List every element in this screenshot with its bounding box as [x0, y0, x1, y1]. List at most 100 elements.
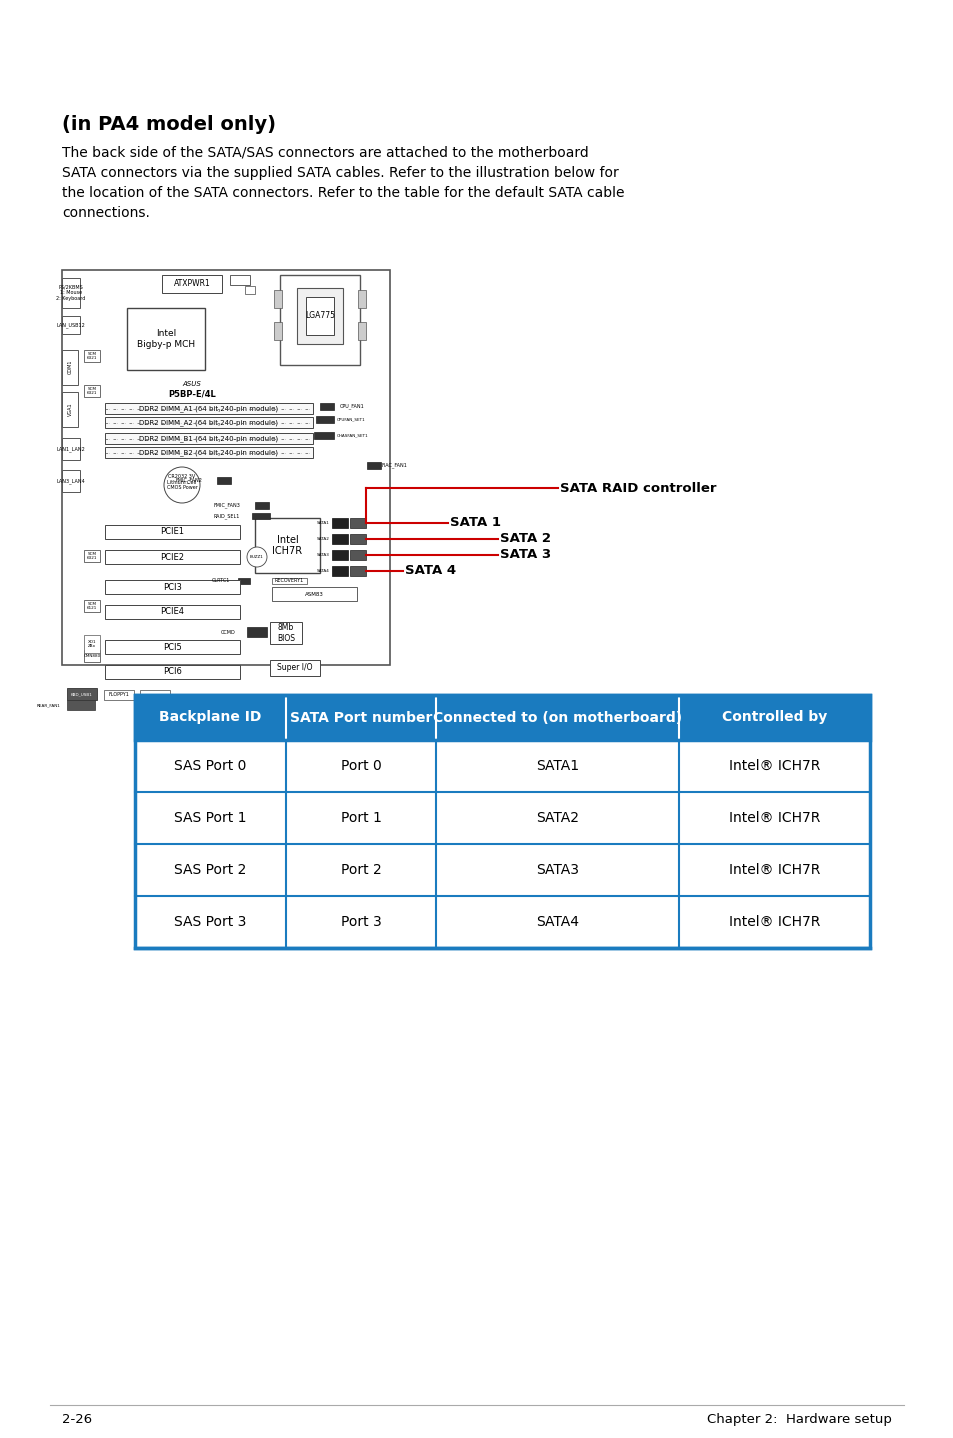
- Text: XD1
ZBx: XD1 ZBx: [88, 640, 96, 649]
- Text: SCM
6121: SCM 6121: [87, 601, 97, 610]
- Bar: [254, 502, 269, 509]
- Text: SATA 1: SATA 1: [450, 516, 500, 529]
- Text: PCI5: PCI5: [163, 643, 182, 651]
- Bar: [314, 431, 334, 439]
- Text: LGA775: LGA775: [305, 312, 335, 321]
- Bar: [306, 298, 334, 335]
- Bar: [135, 844, 869, 896]
- Text: SATA 2: SATA 2: [499, 532, 551, 545]
- Text: SAS Port 1: SAS Port 1: [173, 811, 246, 825]
- Bar: [162, 275, 222, 293]
- Text: SATA4: SATA4: [317, 569, 330, 572]
- Text: KBD_USB1: KBD_USB1: [71, 692, 92, 696]
- Bar: [252, 513, 270, 519]
- Text: FrontIO: FrontIO: [372, 700, 387, 705]
- Text: PCI3: PCI3: [163, 582, 182, 591]
- Text: SAS Port 3: SAS Port 3: [174, 915, 246, 929]
- Text: Port 2: Port 2: [340, 863, 381, 877]
- Bar: [67, 700, 95, 710]
- Text: CCMD: CCMD: [221, 630, 235, 634]
- Text: SATA2: SATA2: [316, 536, 330, 541]
- Bar: [332, 518, 348, 528]
- Text: ASUS: ASUS: [182, 381, 201, 387]
- Text: SATA2: SATA2: [536, 811, 578, 825]
- Text: SCM
6321: SCM 6321: [87, 352, 97, 361]
- Bar: [105, 640, 240, 654]
- Text: CPUFAN_SET1: CPUFAN_SET1: [336, 417, 365, 421]
- Text: CR2032 3V
Lithium Cell
CMOS Power: CR2032 3V Lithium Cell CMOS Power: [167, 473, 197, 490]
- Bar: [280, 275, 359, 365]
- Bar: [679, 695, 869, 741]
- Text: SATA Port number: SATA Port number: [290, 710, 432, 725]
- Text: Intel® ICH7R: Intel® ICH7R: [728, 863, 820, 877]
- Bar: [350, 533, 366, 544]
- Text: 3V_POWER: 3V_POWER: [143, 693, 167, 697]
- Bar: [84, 349, 100, 362]
- Bar: [105, 433, 313, 444]
- Text: SATA3: SATA3: [316, 554, 330, 557]
- Bar: [315, 416, 334, 423]
- Text: PCIE4: PCIE4: [160, 607, 184, 617]
- Bar: [105, 525, 240, 539]
- Text: LAN_USB12: LAN_USB12: [56, 322, 85, 328]
- Bar: [332, 567, 348, 577]
- Text: SCM
6321: SCM 6321: [87, 552, 97, 561]
- Text: FIAC_FAN1: FIAC_FAN1: [381, 462, 408, 467]
- Text: CLRTC1: CLRTC1: [212, 578, 230, 584]
- Text: Super I/O: Super I/O: [277, 663, 313, 673]
- Text: Port 0: Port 0: [340, 759, 381, 774]
- Text: REAR_FAN1: REAR_FAN1: [36, 703, 60, 707]
- Bar: [62, 270, 390, 664]
- Text: SCM
6321: SCM 6321: [87, 387, 97, 395]
- Bar: [104, 690, 133, 700]
- Bar: [319, 403, 334, 410]
- Text: SAS Port 2: SAS Port 2: [174, 863, 246, 877]
- Text: RAID_SEL1: RAID_SEL1: [213, 513, 240, 519]
- Bar: [230, 275, 250, 285]
- Bar: [135, 741, 869, 792]
- Text: 2-26: 2-26: [62, 1414, 92, 1426]
- Text: PCIE1: PCIE1: [160, 528, 184, 536]
- Text: Intel® ICH7R: Intel® ICH7R: [728, 915, 820, 929]
- Bar: [247, 627, 267, 637]
- Bar: [84, 650, 100, 661]
- Bar: [254, 518, 319, 572]
- Bar: [357, 290, 366, 308]
- Text: RECOVERY1: RECOVERY1: [274, 578, 303, 584]
- Bar: [216, 477, 231, 485]
- Text: SATA3: SATA3: [536, 863, 578, 877]
- Bar: [272, 578, 307, 584]
- Bar: [84, 636, 100, 653]
- Text: BUZZ1: BUZZ1: [250, 555, 264, 559]
- Text: Chapter 2:  Hardware setup: Chapter 2: Hardware setup: [706, 1414, 891, 1426]
- Text: DDR2 DIMM_B2 (64 bit,240-pin module): DDR2 DIMM_B2 (64 bit,240-pin module): [139, 449, 278, 456]
- Bar: [274, 322, 282, 339]
- Text: SATA 3: SATA 3: [499, 548, 551, 561]
- Text: Intel® ICH7R: Intel® ICH7R: [728, 811, 820, 825]
- Bar: [67, 687, 97, 700]
- Bar: [205, 700, 214, 710]
- Text: CPU_FAN1: CPU_FAN1: [339, 403, 364, 408]
- Bar: [135, 695, 285, 741]
- Bar: [350, 549, 366, 559]
- Text: SATA1: SATA1: [317, 521, 330, 525]
- Text: CMN880: CMN880: [83, 654, 100, 659]
- Bar: [105, 664, 240, 679]
- Text: Backplane ID: Backplane ID: [159, 710, 261, 725]
- Text: SATA1: SATA1: [536, 759, 578, 774]
- Bar: [84, 600, 100, 613]
- Text: LAN1_LAN2: LAN1_LAN2: [56, 446, 85, 452]
- Bar: [105, 417, 313, 429]
- Text: DDR2 DIMM_B1 (64 bit,240-pin module): DDR2 DIMM_B1 (64 bit,240-pin module): [139, 436, 278, 441]
- Bar: [84, 385, 100, 397]
- Text: FMIC_FAN3: FMIC_FAN3: [213, 502, 240, 508]
- Bar: [270, 623, 302, 644]
- Bar: [274, 290, 282, 308]
- Text: VGA1: VGA1: [68, 403, 72, 416]
- Text: ASM83: ASM83: [304, 591, 323, 597]
- Text: SATA4: SATA4: [536, 915, 578, 929]
- Circle shape: [247, 546, 267, 567]
- Bar: [62, 278, 80, 308]
- Bar: [62, 349, 78, 385]
- Text: DDR2 DIMM_A1 (64 bit,240-pin module): DDR2 DIMM_A1 (64 bit,240-pin module): [139, 406, 278, 411]
